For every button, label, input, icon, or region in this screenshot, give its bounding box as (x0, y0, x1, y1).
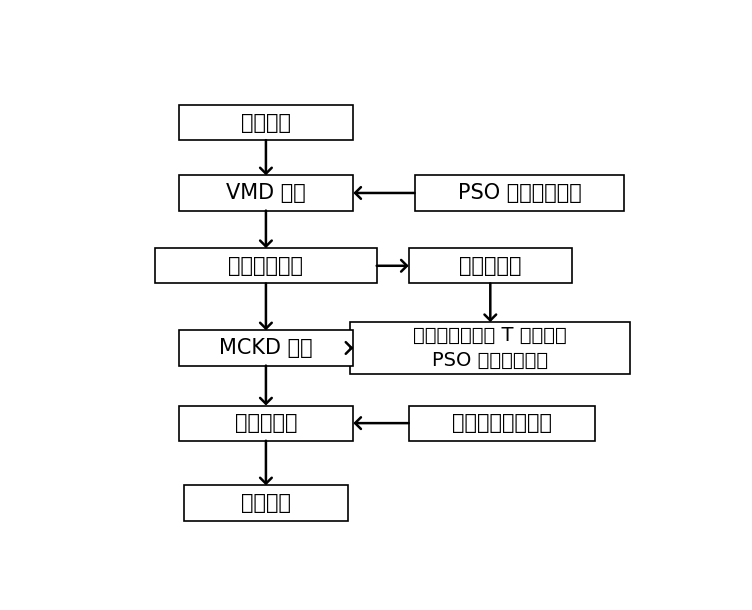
FancyBboxPatch shape (178, 175, 353, 210)
FancyBboxPatch shape (184, 486, 347, 520)
Text: 包络谱分析: 包络谱分析 (459, 256, 522, 276)
FancyBboxPatch shape (414, 175, 624, 210)
FancyBboxPatch shape (350, 322, 630, 374)
FancyBboxPatch shape (409, 406, 596, 441)
Text: 振动信号: 振动信号 (241, 112, 291, 132)
Text: 理论故障频率对比: 理论故障频率对比 (452, 413, 552, 433)
FancyBboxPatch shape (178, 331, 353, 365)
Text: 包络谱分析: 包络谱分析 (235, 413, 297, 433)
FancyBboxPatch shape (178, 406, 353, 441)
Text: 确定解卷积周期 T 寻优范围
PSO 确定相关参数: 确定解卷积周期 T 寻优范围 PSO 确定相关参数 (414, 326, 567, 370)
Text: 最优分量信号: 最优分量信号 (229, 256, 303, 276)
Text: PSO 确定相关参数: PSO 确定相关参数 (457, 183, 581, 203)
FancyBboxPatch shape (155, 248, 377, 284)
Text: MCKD 方法: MCKD 方法 (219, 338, 313, 358)
Text: VMD 分解: VMD 分解 (226, 183, 306, 203)
FancyBboxPatch shape (409, 248, 572, 284)
Text: 诊断结论: 诊断结论 (241, 493, 291, 513)
FancyBboxPatch shape (178, 105, 353, 140)
